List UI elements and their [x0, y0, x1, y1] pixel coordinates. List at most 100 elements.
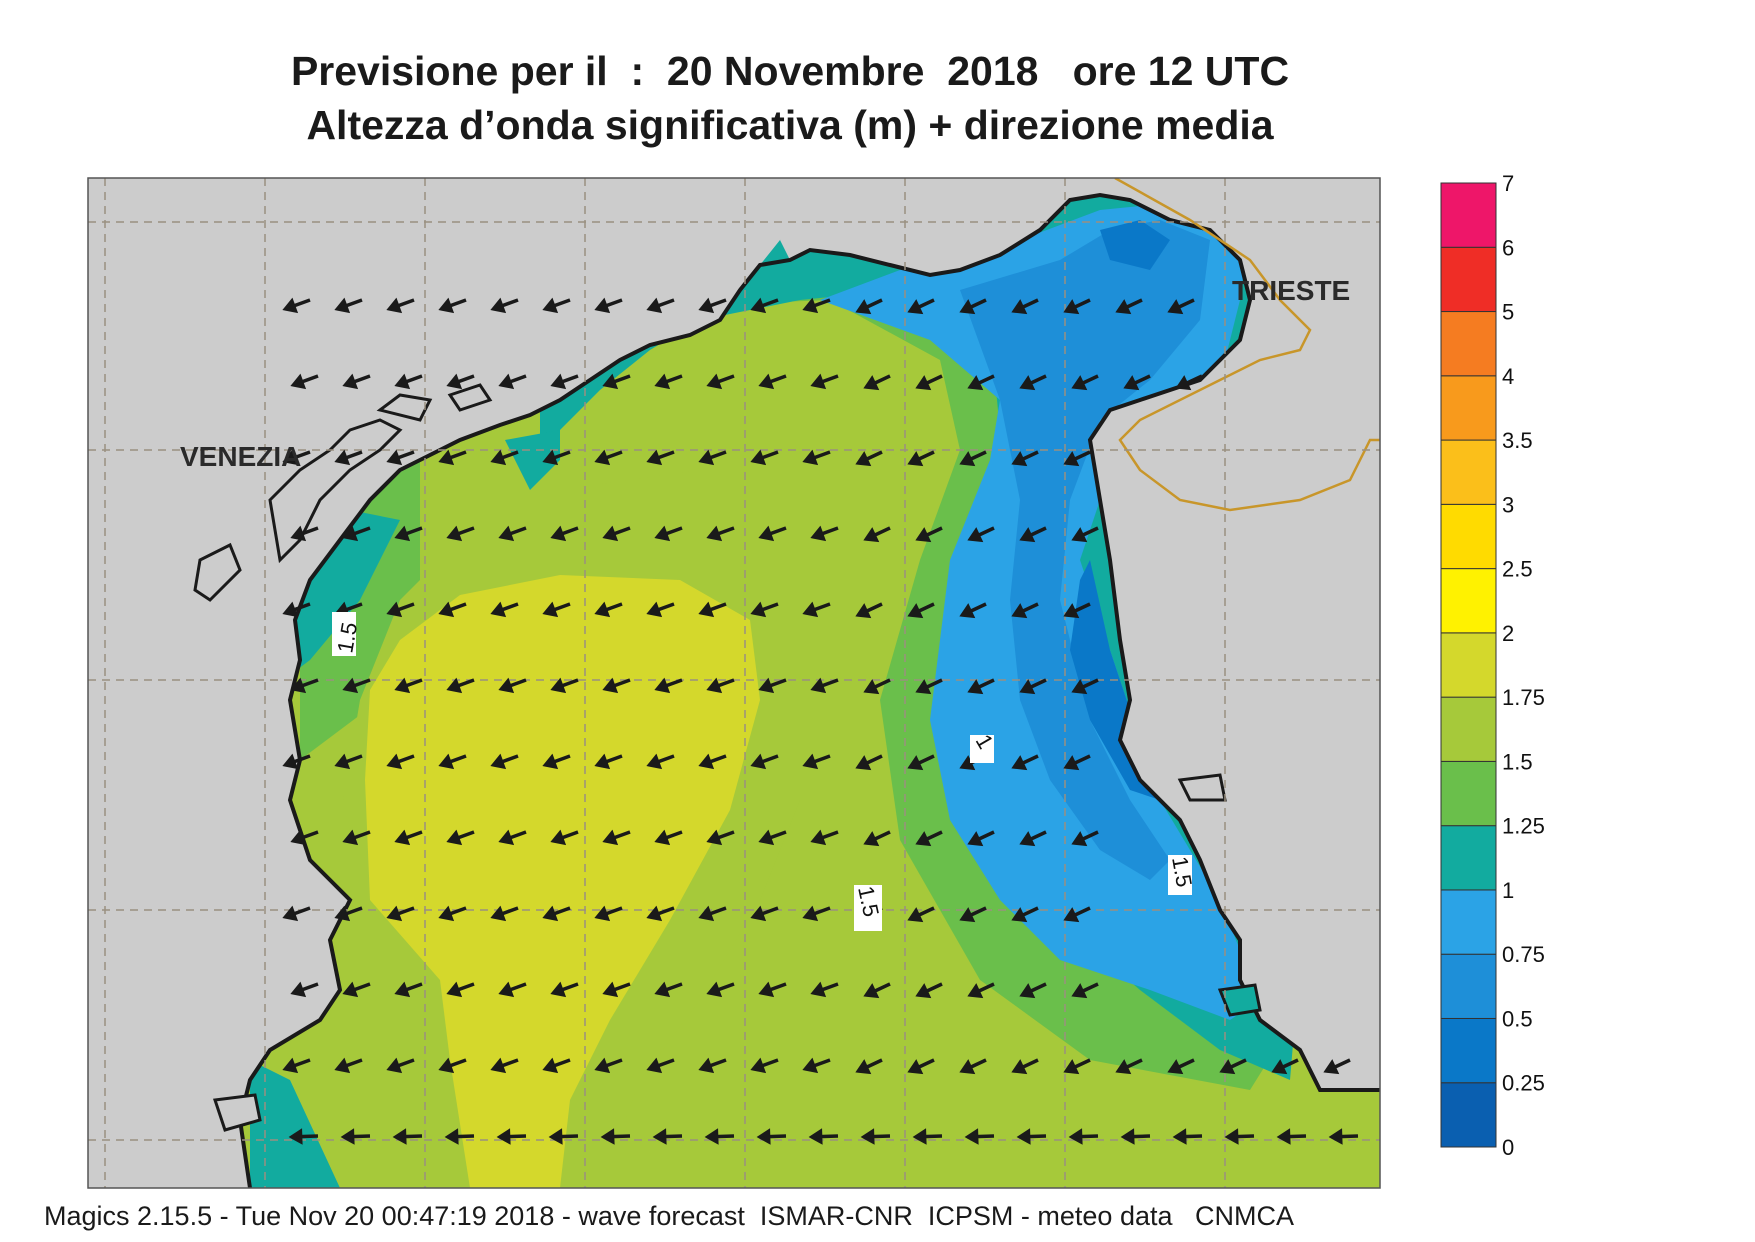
direction-arrow-head: [750, 1057, 767, 1074]
direction-arrow-head: [964, 1128, 979, 1145]
direction-arrow-head: [802, 1057, 819, 1074]
direction-arrow-head: [1019, 679, 1036, 695]
colorbar-swatch: [1440, 696, 1497, 762]
direction-arrow-head: [704, 1128, 719, 1145]
direction-arrow-head: [386, 297, 403, 314]
direction-arrow-head: [1063, 755, 1080, 771]
direction-arrow-head: [959, 1059, 976, 1075]
colorbar-swatch: [1440, 568, 1497, 634]
colorbar-tick-label: 0.5: [1502, 1006, 1533, 1031]
direction-arrow-head: [386, 905, 403, 922]
colorbar-swatch: [1440, 1082, 1497, 1148]
direction-arrow-head: [340, 1128, 355, 1145]
colorbar-tick-label: 1.75: [1502, 685, 1545, 710]
direction-arrow-head: [810, 981, 827, 998]
direction-arrow-head: [498, 525, 515, 542]
colorbar-swatch: [1440, 503, 1497, 570]
direction-arrow-head: [915, 375, 932, 391]
direction-arrow-head: [386, 1057, 403, 1074]
kvarner-island: [1217, 983, 1262, 1017]
direction-arrow-head: [706, 677, 723, 694]
contour-label-bg: [332, 612, 356, 656]
direction-arrow-head: [750, 753, 767, 770]
border-line: [1114, 178, 1380, 512]
colorbar-swatch: [1440, 311, 1497, 377]
direction-arrow-head: [698, 601, 715, 618]
colorbar-swatch: [1440, 632, 1497, 698]
direction-arrow-head: [959, 451, 976, 467]
direction-arrow-head: [1016, 1128, 1031, 1145]
lagoon-island-2: [447, 383, 493, 412]
direction-arrow-head: [490, 1057, 507, 1074]
istria-island: [1177, 773, 1227, 802]
colorbar-swatch: [1440, 246, 1497, 313]
direction-arrow-head: [446, 677, 463, 694]
direction-arrow-head: [282, 601, 299, 618]
direction-arrow-head: [594, 905, 611, 922]
direction-arrow-head: [1323, 1059, 1340, 1075]
contour-label-bg: [854, 885, 882, 931]
direction-arrow-head: [1219, 1059, 1236, 1075]
direction-arrow-head: [907, 603, 924, 619]
direction-arrow-head: [1063, 451, 1080, 467]
direction-arrow-head: [498, 829, 515, 846]
colorbar-swatch: [1440, 953, 1497, 1019]
direction-arrow-head: [646, 601, 663, 618]
colorbar-tick-label: 6: [1502, 235, 1514, 260]
colorbar: 0 0.25 0.5 0.75 1 1.25 1.5 1.75 2 2.5 3 3.5 4 5 6 7: [1440, 171, 1545, 1160]
direction-arrow-head: [654, 829, 671, 846]
direction-arrow-head: [438, 1057, 455, 1074]
direction-arrow-head: [959, 755, 976, 771]
city-label-trieste: TRIESTE: [1232, 275, 1350, 306]
direction-arrow-head: [1011, 755, 1028, 771]
direction-arrow-head: [282, 753, 299, 770]
direction-arrow-head: [498, 981, 515, 998]
direction-arrow-head: [600, 1128, 615, 1145]
direction-arrow-head: [334, 297, 351, 314]
band-1-00-south: [250, 1060, 340, 1188]
direction-arrow-head: [498, 677, 515, 694]
direction-arrow-head: [855, 299, 872, 315]
direction-arrow-head: [654, 677, 671, 694]
colorbar-tick-label: 2.5: [1502, 557, 1533, 582]
direction-arrow-head: [810, 829, 827, 846]
direction-arrow-head: [602, 373, 619, 390]
direction-arrow-head: [446, 525, 463, 542]
direction-arrow-head: [1115, 299, 1132, 315]
direction-arrow-head: [808, 1128, 823, 1145]
colorbar-swatch: [1440, 889, 1497, 955]
direction-arrow-head: [1063, 1059, 1080, 1075]
direction-arrow-head: [334, 449, 351, 466]
direction-arrow-head: [446, 373, 463, 390]
contour-label-group: 1.5 1 1.5 1.5: [332, 612, 1197, 931]
direction-arrow-head: [542, 449, 559, 466]
direction-arrow-head: [750, 601, 767, 618]
direction-arrow-head: [706, 981, 723, 998]
direction-arrow-head: [863, 831, 880, 847]
direction-arrow-head: [438, 601, 455, 618]
direction-arrow-head: [967, 679, 984, 695]
direction-arrow-head: [1224, 1128, 1239, 1145]
direction-arrow-head: [750, 297, 767, 314]
direction-arrow-head: [646, 449, 663, 466]
colorbar-tick-label: 2: [1502, 621, 1514, 646]
direction-arrow-head: [810, 677, 827, 694]
map-frame: [87, 177, 1381, 1189]
direction-arrow-head: [550, 829, 567, 846]
direction-arrow-head: [810, 525, 827, 542]
direction-arrow-head: [550, 981, 567, 998]
band-1-75: [365, 575, 760, 1188]
direction-arrow-head: [863, 679, 880, 695]
direction-arrow-head: [1011, 603, 1028, 619]
contour-label-bg: [970, 735, 994, 763]
colorbar-tick-label: 0.25: [1502, 1071, 1545, 1096]
direction-arrow-head: [654, 525, 671, 542]
direction-arrow-head: [438, 297, 455, 314]
colorbar-swatch: [1440, 825, 1497, 891]
direction-arrow-head: [1328, 1128, 1343, 1145]
direction-arrow-head: [438, 753, 455, 770]
colorbar-swatch: [1440, 182, 1497, 248]
direction-arrow-head: [802, 449, 819, 466]
direction-arrow-head: [654, 373, 671, 390]
direction-arrow-head: [1068, 1128, 1083, 1145]
